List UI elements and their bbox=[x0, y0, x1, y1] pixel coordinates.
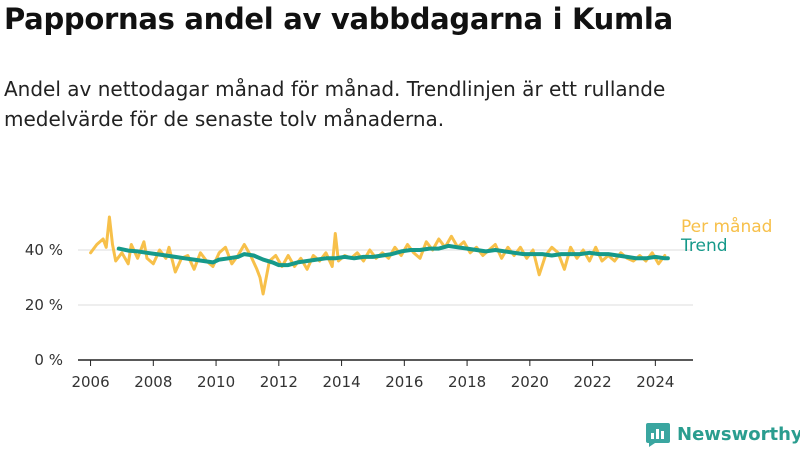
x-tick-label: 2010 bbox=[197, 373, 235, 391]
x-tick-label: 2014 bbox=[322, 373, 360, 391]
chart-subtitle: Andel av nettodagar månad för månad. Tre… bbox=[4, 77, 666, 131]
y-tick-label: 40 % bbox=[25, 241, 63, 259]
legend-label-trend: Trend bbox=[680, 236, 728, 256]
x-tick-label: 2008 bbox=[134, 373, 172, 391]
y-tick-label: 0 % bbox=[34, 351, 63, 369]
series-lines bbox=[89, 215, 670, 296]
x-tick-label: 2006 bbox=[71, 373, 109, 391]
x-tick-label: 2024 bbox=[636, 373, 674, 391]
brand-name: Newsworthy bbox=[677, 423, 800, 445]
legend-label-per-manad: Per månad bbox=[681, 216, 772, 237]
page-title: Pappornas andel av vabbdagarna i Kumla bbox=[4, 2, 673, 36]
x-tick-label: 2012 bbox=[260, 373, 298, 391]
axes: 0 % 20 % 40 % 2006 2008 2010 2012 2014 2016 2018 2… bbox=[25, 241, 693, 391]
series-line-trend bbox=[116, 243, 670, 268]
x-tick-label: 2016 bbox=[385, 373, 423, 391]
x-tick-label: 2018 bbox=[448, 373, 486, 391]
grid-lines bbox=[78, 249, 693, 306]
x-tick-label: 2022 bbox=[573, 373, 611, 391]
x-tick-label: 2020 bbox=[511, 373, 549, 391]
newsworthy-logo-icon bbox=[646, 423, 670, 447]
y-tick-label: 20 % bbox=[25, 296, 63, 314]
brand[interactable]: Newsworthy bbox=[645, 421, 800, 447]
